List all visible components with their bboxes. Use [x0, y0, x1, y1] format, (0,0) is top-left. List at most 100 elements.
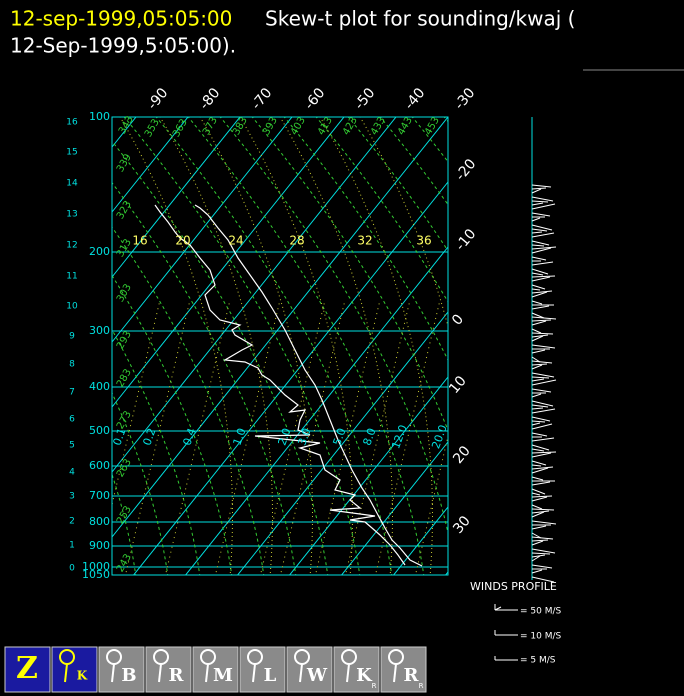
barb — [531, 344, 556, 349]
button-label: L — [264, 665, 277, 686]
barb — [531, 244, 545, 247]
barb — [531, 492, 541, 496]
button-label: M — [213, 665, 233, 686]
pressure-label: 200 — [89, 245, 110, 258]
barb — [531, 488, 546, 495]
title: Skew-t plot for sounding/kwaj ( — [265, 7, 575, 31]
legend-barb — [494, 604, 518, 611]
barb — [531, 496, 548, 502]
barb — [531, 363, 548, 366]
barb — [531, 379, 557, 386]
isotherm — [184, 246, 448, 575]
barb — [531, 364, 543, 370]
isotherm — [132, 181, 448, 575]
barb — [531, 232, 555, 238]
barb — [531, 275, 556, 278]
barb — [531, 400, 554, 407]
toolbar-button[interactable] — [4, 646, 51, 693]
barb — [531, 540, 544, 546]
barb — [531, 335, 544, 342]
barb — [531, 320, 547, 326]
barb — [531, 228, 548, 232]
barb — [531, 290, 553, 294]
diagram-lines — [112, 117, 448, 575]
mixing-ratio-label: 3.0 — [295, 426, 313, 447]
barb — [531, 334, 549, 338]
button-label: Z — [16, 651, 38, 686]
barb — [531, 532, 542, 539]
dry-adiabat — [155, 117, 393, 575]
barb — [531, 576, 555, 583]
barb — [531, 393, 542, 398]
barb — [531, 261, 554, 266]
height-label: 12 — [66, 241, 77, 251]
barb — [531, 416, 551, 422]
pressure-label: 300 — [89, 324, 110, 337]
barb — [531, 569, 543, 574]
height-label: 15 — [66, 148, 77, 158]
button-sublabel: R — [419, 682, 424, 690]
balloon-string — [205, 663, 209, 683]
pressure-label: 1050 — [82, 568, 110, 581]
isotherm — [340, 441, 448, 575]
legend-barb — [494, 656, 518, 661]
barb — [531, 548, 556, 554]
height-label: 1 — [69, 541, 75, 551]
barb — [531, 525, 547, 530]
dry-adiabat — [219, 117, 448, 536]
barb — [531, 372, 555, 378]
toolbar-button[interactable] — [51, 646, 98, 693]
barb — [531, 467, 549, 474]
barb — [531, 203, 556, 210]
barb — [531, 319, 552, 322]
barb — [531, 256, 547, 261]
height-label: 8 — [69, 360, 75, 370]
barb — [531, 378, 545, 382]
barb — [531, 404, 549, 408]
barb — [531, 231, 543, 234]
barb — [531, 288, 541, 291]
barb — [531, 520, 557, 525]
barb — [531, 272, 544, 276]
barb — [531, 536, 554, 540]
moist-label: 36 — [416, 234, 431, 248]
isotherm — [288, 376, 448, 575]
barb — [531, 188, 542, 194]
button-label: R — [404, 665, 420, 686]
moist-label: 28 — [289, 234, 304, 248]
moist-label: 32 — [357, 234, 372, 248]
legend-label: = 5 M/S — [520, 656, 556, 666]
title-line2: 12-Sep-1999,5:05:00). — [10, 34, 236, 58]
barb — [531, 196, 554, 202]
pressure-label: 1000 — [82, 560, 110, 573]
balloon-string — [158, 663, 162, 683]
plot-frame — [111, 116, 449, 576]
moist-adiabat — [239, 117, 353, 575]
barb — [531, 432, 548, 437]
barb — [531, 564, 553, 569]
mixing-ratio-label: 1.0 — [230, 426, 248, 447]
dry-adiabat — [112, 226, 265, 575]
barb — [531, 224, 553, 231]
barb — [531, 481, 551, 486]
barb — [531, 212, 551, 217]
pressure-label: 400 — [89, 380, 110, 393]
barb — [531, 276, 551, 282]
height-label: 3 — [69, 492, 75, 502]
barb — [531, 495, 553, 498]
temperature-profile — [194, 204, 423, 567]
isotherm — [112, 117, 293, 343]
barb — [531, 246, 557, 250]
pressure-label: 900 — [89, 539, 110, 552]
barb — [531, 423, 553, 430]
barb — [531, 291, 548, 298]
dry-adiabat — [112, 473, 137, 575]
dry-adiabat — [112, 391, 169, 575]
height-label: 2 — [69, 517, 75, 527]
balloon-string — [111, 663, 115, 683]
barb — [531, 452, 552, 458]
barb — [531, 476, 544, 481]
toolbar-button[interactable] — [239, 646, 286, 693]
button-label: K — [356, 665, 373, 686]
